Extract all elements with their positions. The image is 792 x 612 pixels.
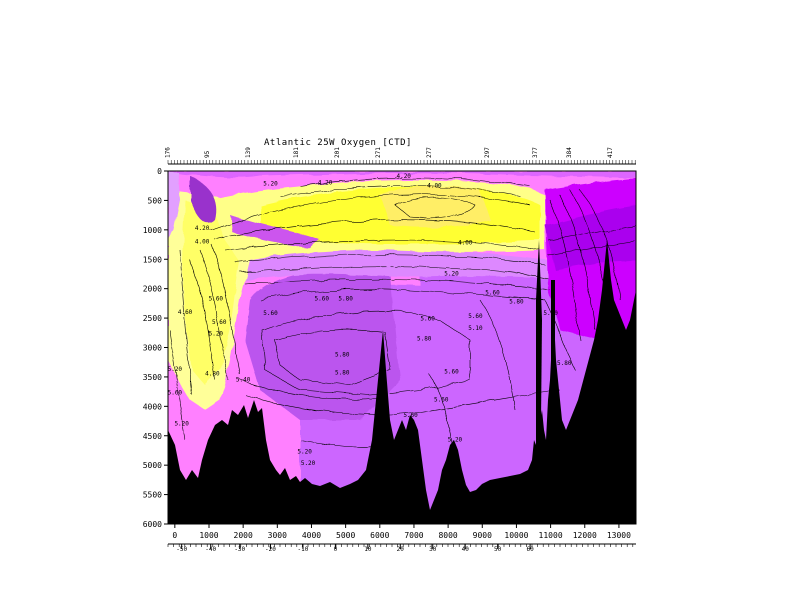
station-label: 271 (375, 147, 382, 158)
x-tick-label: 13000 (607, 531, 631, 540)
x-tick-label: 6000 (370, 531, 389, 540)
contour-label: 5.20 (301, 460, 316, 467)
x-tick-label: 12000 (573, 531, 597, 540)
station-label: 384 (566, 147, 573, 158)
contour-label: 5.60 (444, 368, 459, 375)
station-label: 181 (293, 147, 300, 158)
lat-tick-label: 30 (429, 546, 437, 553)
y-tick-label: 3500 (143, 373, 162, 382)
contour-label: 5.60 (168, 390, 183, 397)
x-tick-label: 10000 (504, 531, 528, 540)
contour-label: 5.20 (448, 437, 463, 444)
contour-label: 5.60 (212, 319, 227, 326)
y-tick-label: 500 (148, 196, 163, 205)
x-tick-label: 9000 (473, 531, 492, 540)
contour-label: 5.80 (509, 298, 524, 305)
lat-tick-label: -40 (205, 546, 216, 553)
contour-label: 5.60 (403, 412, 418, 419)
y-tick-label: 3000 (143, 344, 162, 353)
x-tick-label: 3000 (268, 531, 287, 540)
y-tick-label: 6000 (143, 520, 162, 529)
station-label: 417 (607, 147, 614, 158)
station-label: 95 (204, 150, 211, 158)
x-tick-label: 4000 (302, 531, 321, 540)
x-tick-label: 1000 (199, 531, 218, 540)
contour-label: 5.60 (468, 313, 483, 320)
y-tick-label: 4000 (143, 402, 162, 411)
contour-label: 5.80 (557, 360, 572, 367)
contour-label: 4.20 (396, 173, 411, 180)
depth-axis: 0 500 1000 1500 2000 2500 3000 3500 4000 4500 5000… (143, 167, 168, 529)
x-tick-label: 11000 (539, 531, 563, 540)
contour-label: 5.60 (314, 295, 329, 302)
top-station-axis: 176 95 139 181 201 271 277 297 377 384 417 (165, 147, 636, 165)
contour-label: 5.60 (543, 310, 558, 317)
y-tick-label: 2000 (143, 285, 162, 294)
contour-label: 4.20 (318, 180, 333, 187)
lat-tick-label: 50 (494, 546, 502, 553)
contour-label: 4.00 (195, 238, 210, 245)
sea-floor-topography (168, 240, 636, 524)
contour-label: 5.20 (297, 448, 312, 455)
x-tick-label: 7000 (404, 531, 423, 540)
lat-tick-label: -10 (298, 546, 309, 553)
contour-value-labels: 5.20 4.20 4.20 4.00 4.20 4.00 4.00 5.20 5.60 4.60… (168, 173, 572, 467)
lat-tick-label: 20 (397, 546, 405, 553)
lat-tick-label: -20 (265, 546, 276, 553)
y-tick-label: 2500 (143, 314, 162, 323)
contour-label: 5.60 (263, 310, 278, 317)
plot-area: 5.20 4.20 4.20 4.00 4.20 4.00 4.00 5.20 5.60 4.60… (168, 171, 636, 524)
latitude-axis: -50 -40 -30 -20 -10 0 10 20 30 40 50 60 (167, 543, 636, 553)
station-label: 297 (484, 147, 491, 158)
contour-label: 5.40 (236, 377, 251, 384)
contour-label: 4.60 (178, 309, 193, 316)
lat-tick-label: 10 (364, 546, 372, 553)
y-tick-label: 5000 (143, 461, 162, 470)
chart-title: Atlantic 25W Oxygen [CTD] (264, 138, 412, 148)
y-tick-label: 1000 (143, 226, 162, 235)
lat-tick-label: 0 (334, 546, 338, 553)
station-label: 201 (334, 147, 341, 158)
lat-tick-label: 40 (462, 546, 470, 553)
contour-label: 5.60 (434, 397, 449, 404)
contour-label: 4.00 (427, 182, 442, 189)
x-tick-label: 2000 (234, 531, 253, 540)
station-label: 377 (532, 147, 539, 158)
contour-label: 5.20 (444, 271, 459, 278)
contour-label: 5.80 (335, 370, 350, 377)
lat-tick-label: -50 (176, 546, 187, 553)
contour-label: 5.10 (468, 325, 483, 332)
contour-lines (169, 177, 636, 461)
station-label: 277 (426, 147, 433, 158)
contour-label: 4.20 (195, 225, 210, 232)
contour-label: 5.20 (168, 366, 183, 373)
contour-label: 5.20 (174, 421, 189, 428)
y-tick-label: 4500 (143, 432, 162, 441)
x-tick-label: 5000 (336, 531, 355, 540)
contour-label: 5.20 (263, 181, 278, 188)
contour-label: 5.60 (420, 315, 435, 322)
x-tick-label: 8000 (438, 531, 457, 540)
contour-label: 5.20 (209, 331, 224, 338)
contour-label: 5.80 (338, 295, 353, 302)
lat-tick-label: -30 (234, 546, 245, 553)
x-tick-label: 0 (172, 531, 177, 540)
contour-label: 5.60 (209, 295, 224, 302)
contour-label: 5.80 (417, 335, 432, 342)
contour-label: 4.80 (205, 371, 220, 378)
distance-axis: 0 1000 2000 3000 4000 5000 6000 7000 8000 9000 100… (172, 524, 631, 540)
contour-label: 4.00 (458, 240, 473, 247)
station-label: 176 (165, 147, 172, 158)
station-label: 139 (245, 147, 252, 158)
y-tick-label: 5500 (143, 491, 162, 500)
y-tick-label: 1500 (143, 255, 162, 264)
lat-tick-label: 60 (526, 546, 534, 553)
contour-label: 5.60 (485, 290, 500, 297)
contour-label: 5.80 (335, 351, 350, 358)
y-tick-label: 0 (157, 167, 162, 176)
